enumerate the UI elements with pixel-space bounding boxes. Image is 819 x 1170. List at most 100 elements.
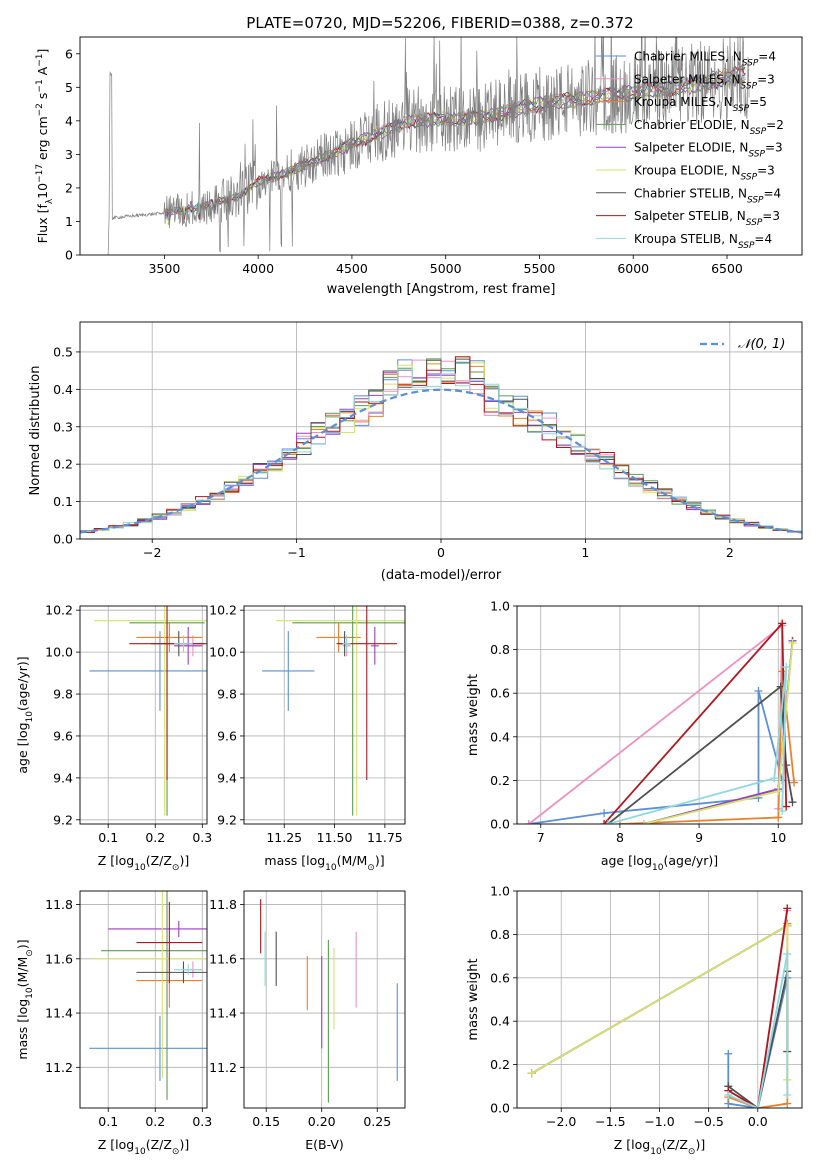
y-axis-label: Flux [fλ10−17 erg cm−2 s−1 A−1]	[35, 49, 55, 244]
z-mass-panel: 0.1 0.2 0.3 11.2 11.4 11.6 11.8 Z [log10(Z/Z⊙)]…	[15, 890, 212, 1157]
ebv_mass-plot-area	[260, 899, 398, 1103]
y-tick-label: 0.0	[490, 1101, 510, 1116]
weight-marker-chabrier_miles	[754, 687, 763, 696]
z-weight-panel: −2.0 −1.5 −1.0 −0.5 0.0 0.0 0.2 0.4 0.6 0.8 1.0 Z […	[466, 884, 803, 1157]
x-axis-label: age [log10(age/yr)]	[601, 853, 718, 873]
weight-marker-salpeter_stelib	[783, 904, 792, 913]
y-axis-label: mass [log10(M/M⊙)]	[15, 939, 35, 1059]
weight-marker-kroupa_stelib	[778, 806, 787, 815]
y-tick-label: 9.8	[217, 687, 237, 702]
y-tick-label: 0.6	[490, 686, 510, 701]
legend-label-gaussian: 𝒩(0, 1)	[738, 337, 785, 352]
y-tick-label: 11.2	[209, 1060, 237, 1075]
x-tick-label: −1	[287, 545, 305, 560]
axes-frame	[243, 605, 406, 825]
y-tick-label: 11.8	[209, 897, 237, 912]
x-tick-label: 7	[537, 830, 545, 845]
y-axis-label: mass weight	[466, 958, 481, 1040]
x-axis-label: (data-model)/error	[381, 568, 502, 583]
y-tick-label: 9.2	[53, 812, 73, 827]
x-tick-label: 0.0	[748, 1114, 768, 1129]
x-tick-label: 0.2	[145, 1114, 165, 1129]
weight-marker-kroupa_stelib	[604, 820, 613, 824]
y-tick-label: 5	[65, 80, 73, 95]
y-axis-label: mass weight	[466, 674, 481, 756]
axes-frame	[516, 605, 803, 825]
x-tick-label: 0.1	[98, 1114, 118, 1129]
x-tick-label: 0.1	[98, 830, 118, 845]
y-tick-label: 0.5	[53, 344, 73, 359]
weight-marker-kroupa_miles	[783, 1099, 792, 1108]
spectrum-plot-area	[107, 37, 750, 255]
y-tick-label: 0.4	[490, 729, 510, 744]
age-weight-panel: 7 8 9 10 0.0 0.2 0.4 0.6 0.8 1.0 age [log10(age/yr…	[466, 599, 803, 873]
x-axis-label: mass [log10(M/M⊙)]	[264, 853, 384, 873]
legend-label-kroupa_miles: Kroupa MILES, NSSP=5	[634, 95, 767, 114]
weight-marker-chabrier_stelib	[788, 798, 797, 807]
weight-marker-salpeter_stelib	[600, 820, 609, 824]
y-tick-label: 10.0	[45, 645, 73, 660]
x-tick-label: 0	[437, 545, 445, 560]
y-axis-label: Normed distribution	[28, 366, 43, 496]
y-tick-label: 11.6	[45, 951, 73, 966]
y-tick-label: 0.8	[490, 642, 510, 657]
y-tick-label: 11.6	[209, 951, 237, 966]
weight-marker-kroupa_elodie	[788, 639, 797, 648]
z_weight-plot-area	[527, 904, 792, 1108]
weight-line-kroupa_stelib	[727, 953, 789, 1108]
x-axis-label: Z [log10(Z/Z⊙)]	[98, 1137, 189, 1157]
x-tick-label: 4000	[242, 261, 274, 276]
gaussian-curve	[80, 388, 802, 534]
weight-marker-chabrier_miles	[600, 809, 609, 818]
y-tick-label: 10.0	[209, 645, 237, 660]
legend-label-salpeter_miles: Salpeter MILES, NSSP=3	[634, 72, 775, 91]
figure-title: PLATE=0720, MJD=52206, FIBERID=0388, z=0…	[246, 14, 633, 32]
weight-line-salpeter_stelib	[727, 908, 789, 1108]
y-tick-label: 11.4	[209, 1006, 237, 1021]
y-tick-label: 0.0	[53, 532, 73, 547]
age_weight-plot-area	[524, 619, 799, 824]
x-axis-label: Z [log10(Z/Z⊙)]	[614, 1137, 705, 1157]
y-tick-label: 0.8	[490, 927, 510, 942]
x-tick-label: −1.5	[595, 1114, 625, 1129]
weight-marker-salpeter_miles	[524, 820, 533, 824]
weight-line-kroupa_stelib	[607, 666, 788, 824]
y-tick-label: 1	[65, 214, 73, 229]
residuals-plot-area	[80, 356, 802, 535]
legend-label-chabrier_miles: Chabrier MILES, NSSP=4	[634, 50, 776, 69]
x-tick-label: −0.5	[693, 1114, 723, 1129]
axes-frame	[243, 890, 406, 1109]
x-tick-label: 5000	[430, 261, 462, 276]
y-axis-label: age [log10(age/yr)]	[15, 656, 35, 773]
data-spectrum	[107, 37, 750, 255]
y-tick-label: 9.2	[217, 812, 237, 827]
y-tick-label: 9.6	[217, 728, 237, 743]
x-tick-label: −2	[143, 545, 161, 560]
residuals-panel: −2 −1 0 1 2 0.0 0.1 0.2 0.3 0.4 0.5 (data-model)/er…	[28, 321, 803, 583]
y-tick-label: 0.2	[490, 1057, 510, 1072]
y-tick-label: 9.6	[53, 728, 73, 743]
y-tick-label: 1.0	[490, 884, 510, 899]
weight-marker-kroupa_stelib	[753, 1104, 762, 1108]
x-axis-label: wavelength [Angstrom, rest frame]	[327, 282, 556, 297]
x-tick-label: 1	[581, 545, 589, 560]
y-tick-label: 0.2	[53, 457, 73, 472]
y-tick-label: 3	[65, 147, 73, 162]
y-tick-label: 0.4	[53, 382, 73, 397]
y-tick-label: 0	[65, 248, 73, 263]
x-tick-label: 8	[616, 830, 624, 845]
x-tick-label: 10	[770, 830, 786, 845]
x-tick-label: 0.25	[363, 1114, 391, 1129]
legend-label-kroupa_stelib: Kroupa STELIB, NSSP=4	[634, 232, 772, 251]
mass-age-panel: 11.25 11.50 11.75 9.2 9.4 9.6 9.8 10.0 10.2 mass …	[209, 603, 406, 873]
spectrum-legend: Chabrier MILES, NSSP=4 Salpeter MILES, NS…	[596, 50, 784, 251]
y-tick-label: 10.2	[209, 603, 237, 618]
x-tick-label: 11.25	[266, 830, 302, 845]
x-tick-label: 0.2	[145, 830, 165, 845]
legend-label-chabrier_stelib: Chabrier STELIB, NSSP=4	[634, 186, 781, 205]
y-tick-label: 0.1	[53, 494, 73, 509]
weight-marker-kroupa_elodie	[639, 820, 648, 824]
legend-label-salpeter_elodie: Salpeter ELODIE, NSSP=3	[634, 141, 783, 160]
x-axis-label: Z [log10(Z/Z⊙)]	[98, 853, 189, 873]
y-tick-label: 11.2	[45, 1060, 73, 1075]
